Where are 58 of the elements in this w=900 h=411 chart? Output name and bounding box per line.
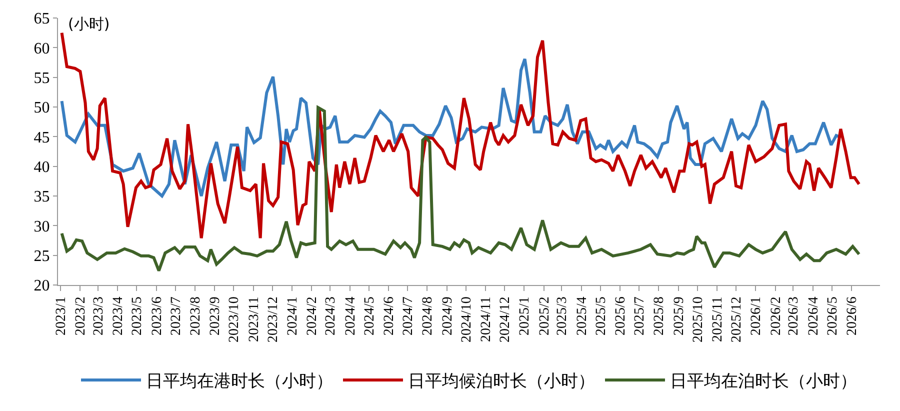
- x-tick-label: 2023/2: [74, 296, 89, 336]
- y-tick-label: 45: [34, 129, 50, 146]
- x-tick-label: 2024/12: [498, 296, 514, 342]
- x-tick-label: 2026/4: [806, 296, 822, 336]
- x-tick-label: 2026/6: [845, 296, 860, 336]
- legend-label: 日平均在港时长（小时）: [146, 372, 333, 392]
- x-tick-label: 2024/10: [459, 296, 474, 342]
- y-tick-label: 55: [34, 70, 50, 87]
- x-tick-label: 2026/3: [786, 296, 802, 336]
- x-tick-label: 2024/3: [324, 296, 339, 336]
- x-tick-label: 2025/5: [594, 296, 609, 336]
- x-tick-label: 2025/2: [537, 296, 552, 336]
- x-tick-label: 2026/5: [825, 296, 840, 336]
- y-tick-label: 20: [34, 278, 50, 295]
- x-tick-label: 2025/1: [518, 296, 533, 336]
- x-tick-label: 2024/6: [382, 296, 397, 336]
- x-tick-label: 2024/9: [440, 296, 456, 336]
- x-tick-label: 2023/12: [266, 296, 281, 342]
- x-tick-label: 2025/9: [672, 296, 687, 336]
- x-tick-label: 2023/10: [227, 296, 242, 342]
- x-tick-label: 2023/1: [54, 296, 70, 336]
- x-tick-label: 2025/12: [730, 296, 745, 342]
- x-tick-label: 2025/4: [574, 296, 590, 336]
- x-tick-label: 2026/1: [749, 296, 764, 336]
- x-tick-label: 2023/3: [92, 296, 107, 336]
- legend-label: 日平均在泊时长（小时）: [670, 372, 857, 392]
- y-tick-label: 25: [34, 248, 50, 265]
- x-tick-label: 2025/11: [710, 296, 726, 342]
- x-tick-label: 2025/10: [690, 296, 706, 342]
- line-series: [60, 106, 861, 272]
- y-axis-title: (小时): [68, 15, 110, 33]
- y-tick-label: 40: [34, 158, 50, 176]
- x-tick-label: 2023/9: [208, 296, 224, 336]
- x-tick-label: 2024/8: [420, 296, 436, 336]
- x-tick-label: 2024/11: [479, 296, 494, 342]
- x-tick-label: 2023/6: [150, 296, 165, 336]
- line-series: [60, 31, 861, 240]
- x-tick-label: 2024/7: [401, 296, 416, 336]
- x-tick-label: 2024/4: [343, 296, 358, 336]
- y-tick-label: 60: [34, 40, 50, 58]
- x-tick-label: 2023/11: [246, 296, 262, 342]
- x-tick-label: 2025/7: [632, 296, 648, 336]
- x-tick-label: 2023/8: [188, 296, 204, 336]
- y-tick-label: 65: [34, 10, 50, 28]
- y-tick-label: 35: [34, 188, 50, 206]
- x-tick-label: 2026/2: [768, 296, 784, 336]
- x-tick-label: 2023/4: [111, 296, 126, 336]
- legend-label: 日平均候泊时长（小时）: [408, 372, 595, 392]
- x-tick-label: 2024/2: [305, 296, 320, 336]
- y-tick-label: 30: [34, 218, 50, 236]
- x-tick-label: 2023/5: [130, 296, 146, 336]
- x-tick-label: 2024/5: [362, 296, 378, 336]
- x-tick-label: 2024/1: [286, 296, 301, 336]
- y-tick-label: 50: [34, 100, 50, 117]
- x-tick-label: 2025/6: [614, 296, 628, 336]
- x-tick-label: 2025/3: [555, 296, 570, 336]
- x-tick-label: 2023/7: [168, 296, 184, 336]
- x-tick-label: 2025/8: [652, 296, 668, 336]
